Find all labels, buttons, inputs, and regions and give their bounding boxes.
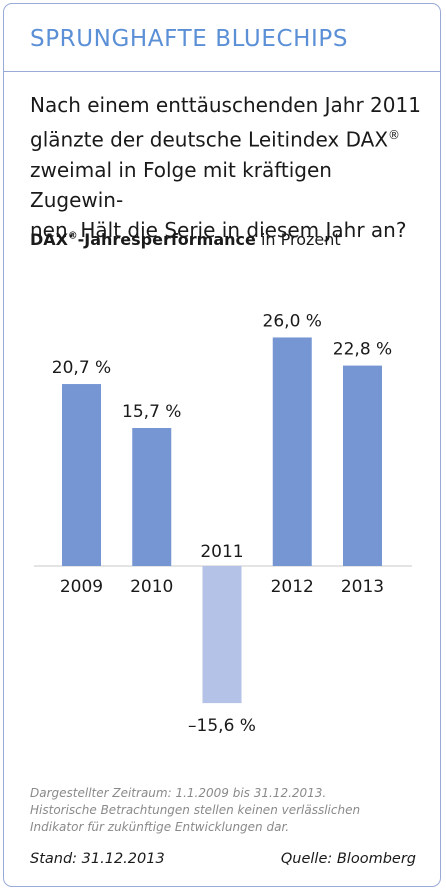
category-label-2012: 2012 <box>271 577 314 597</box>
category-label-2011: 2011 <box>200 542 243 562</box>
value-label-2009: 20,7 % <box>52 358 111 378</box>
value-label-2011: –15,6 % <box>188 716 256 736</box>
bar-2013 <box>343 365 382 566</box>
chart-title-unit: in Prozent <box>255 230 341 249</box>
title-divider <box>4 71 440 72</box>
intro-line-4: nen. Hält die Serie in diesem Jahr an? <box>30 217 407 242</box>
intro-registered-mark: ® <box>388 128 401 142</box>
stand-date: Stand: 31.12.2013 <box>30 851 165 867</box>
chart-title: DAX®-Jahresperformance in Prozent <box>30 230 341 249</box>
period-note: Dargestellter Zeitraum: 1.1.2009 bis 31.… <box>30 785 430 836</box>
value-label-2010: 15,7 % <box>122 402 181 422</box>
bar-2012 <box>272 337 312 566</box>
bar-2011 <box>202 566 242 704</box>
chart-title-bold-rest: -Jahresperformance <box>77 230 256 249</box>
intro-line-2: glänzte der deutsche Leitindex DAX <box>30 127 389 152</box>
value-label-2013: 22,8 % <box>333 340 392 360</box>
data-source: Quelle: Bloomberg <box>280 851 416 867</box>
intro-line-3: zweimal in Folge mit kräftigen Zugewin- <box>30 157 332 212</box>
note-line-3: Indikator für zukünftige Entwicklungen d… <box>30 820 290 834</box>
value-label-2012: 26,0 % <box>263 311 322 331</box>
note-line-1: Dargestellter Zeitraum: 1.1.2009 bis 31.… <box>30 786 327 800</box>
bar-2010 <box>132 427 172 566</box>
note-line-2: Historische Betrachtungen stellen keinen… <box>30 803 361 817</box>
category-label-2009: 2009 <box>60 577 103 597</box>
category-label-2010: 2010 <box>130 577 173 597</box>
intro-text: Nach einem enttäuschenden Jahr 2011 glän… <box>30 90 430 245</box>
chart-title-dax: DAX <box>30 230 68 249</box>
chart-title-registered-mark: ® <box>68 230 78 242</box>
category-label-2013: 2013 <box>341 577 384 597</box>
box-title: SPRUNGHAFTE BLUECHIPS <box>30 26 349 52</box>
bar-2009 <box>62 384 101 566</box>
intro-line-1: Nach einem enttäuschenden Jahr 2011 <box>30 93 421 117</box>
